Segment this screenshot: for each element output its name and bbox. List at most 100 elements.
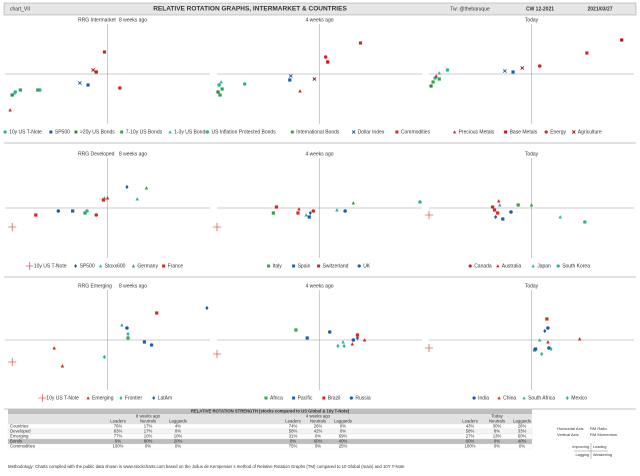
table-row-label: Bonds [10, 439, 22, 444]
point [311, 209, 316, 213]
point [126, 336, 130, 340]
legend-label: Precious Metals [459, 129, 495, 135]
legend-marker [131, 264, 136, 268]
point [120, 323, 124, 327]
point [437, 71, 442, 75]
legend-marker [571, 130, 576, 134]
key-label: Vertical Axis [557, 432, 579, 437]
table-cell: 0% [315, 444, 321, 449]
legend-label: South Korea [562, 263, 590, 269]
legend-marker [3, 130, 7, 134]
point [343, 209, 347, 213]
table-title-bg [8, 409, 532, 414]
table-cell: 10% [174, 434, 183, 439]
point [307, 215, 311, 219]
table-cell: 74% [289, 424, 298, 429]
point [212, 349, 222, 359]
point [540, 351, 544, 357]
legend-label: SP500 [80, 263, 95, 269]
legend-label: 10y US T-Note [46, 395, 79, 401]
point [358, 41, 363, 45]
table-row-label: Emerging [10, 434, 29, 439]
table-cell: 30% [493, 424, 502, 429]
point [71, 209, 75, 213]
table-cell: 60% [466, 439, 475, 444]
point [496, 211, 500, 215]
key-label: Horizontal Axis [557, 426, 583, 431]
table-cell: 0% [175, 429, 181, 434]
point [297, 207, 301, 211]
point [558, 215, 562, 219]
point [424, 210, 434, 220]
point [102, 354, 107, 360]
legend-label: International Bonds [296, 129, 340, 135]
point [429, 84, 433, 88]
point [516, 203, 520, 207]
legend-marker [544, 130, 548, 134]
row-title: RRG Developed [78, 151, 115, 157]
point [205, 305, 209, 311]
legend-marker [264, 396, 268, 400]
table-row-bg [7, 428, 533, 435]
point [242, 82, 247, 86]
legend-marker [556, 264, 560, 268]
table-cell: 26% [314, 424, 323, 429]
point [537, 64, 542, 68]
table-group: 4 weeks ago [306, 414, 331, 419]
legend-marker [98, 264, 103, 268]
point [294, 328, 298, 332]
table-cell: 77% [114, 434, 123, 439]
point [511, 70, 515, 74]
table-cell: 60% [314, 439, 323, 444]
legend-marker [86, 396, 90, 400]
point [8, 222, 17, 232]
point [341, 340, 345, 344]
point [85, 209, 89, 213]
table-cell: 75% [289, 444, 298, 449]
point [549, 346, 553, 352]
legend-marker [522, 396, 526, 400]
table-row-label: Countries [10, 424, 28, 429]
point [351, 201, 356, 205]
key-quadrant: Leading [593, 445, 607, 449]
legend-marker [472, 396, 476, 400]
point [543, 328, 547, 334]
table-group: 8 weeks ago [136, 414, 161, 419]
legend-label: France [168, 263, 184, 269]
point [271, 211, 275, 215]
legend-label: Canada [474, 263, 492, 269]
key-quadrant: Weakening [593, 453, 612, 457]
point [620, 38, 624, 42]
key-quadrant: Improving [572, 445, 589, 449]
point [496, 199, 501, 203]
table-cell: 100% [113, 444, 124, 449]
legend-marker [468, 264, 472, 268]
legend-label: Pacific [298, 395, 313, 401]
legend-label: South Africa [528, 395, 555, 401]
legend-label: Russia [355, 395, 371, 401]
point [8, 357, 17, 367]
point [144, 186, 149, 190]
panel-title: 8 weeks ago [119, 17, 147, 23]
panel-title: 4 weeks ago [305, 283, 333, 289]
legend-label: Emerging [92, 395, 114, 401]
point [218, 93, 222, 97]
point [8, 108, 12, 112]
point [94, 70, 98, 74]
point [323, 55, 328, 59]
table-cell: 76% [114, 424, 123, 429]
point [217, 83, 221, 87]
legend-marker [317, 264, 321, 268]
legend-label: Frontier [125, 395, 143, 401]
point [304, 213, 308, 217]
point [355, 335, 360, 341]
point [216, 90, 220, 94]
point [424, 343, 434, 353]
panel-title: Today [525, 17, 539, 23]
legend-label: Mexico [571, 395, 587, 401]
table-column: Laggards [334, 419, 352, 424]
legend-label: 7-10y US Bonds [126, 129, 163, 135]
table-cell: 0% [494, 444, 500, 449]
table-cell: 8% [494, 429, 500, 434]
